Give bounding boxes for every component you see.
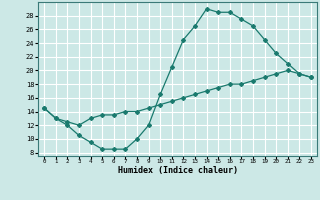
X-axis label: Humidex (Indice chaleur): Humidex (Indice chaleur) [118, 166, 238, 175]
